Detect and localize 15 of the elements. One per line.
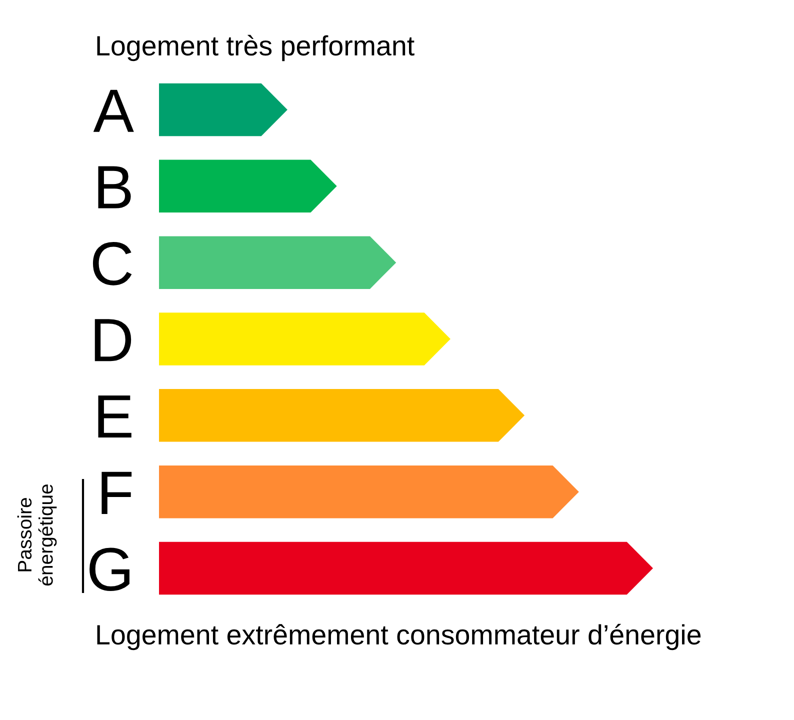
bar <box>159 465 579 518</box>
text: Passoire énergétique <box>17 484 57 586</box>
bar <box>159 389 525 442</box>
y-tick-label: B <box>98 166 131 208</box>
y-tick-label: D <box>94 319 132 362</box>
y-tick-label: E <box>98 396 132 438</box>
text: Logement très performant <box>97 34 414 62</box>
bar <box>159 312 450 366</box>
y-tick-label: F <box>102 472 132 514</box>
y-tick-label: G <box>90 548 130 591</box>
text: Logement extrêmement consommateur d’énergie <box>97 624 701 650</box>
y-tick-label: C <box>92 242 132 286</box>
bar <box>159 236 396 289</box>
y-tick-label: A <box>93 90 134 132</box>
bar <box>159 542 653 595</box>
